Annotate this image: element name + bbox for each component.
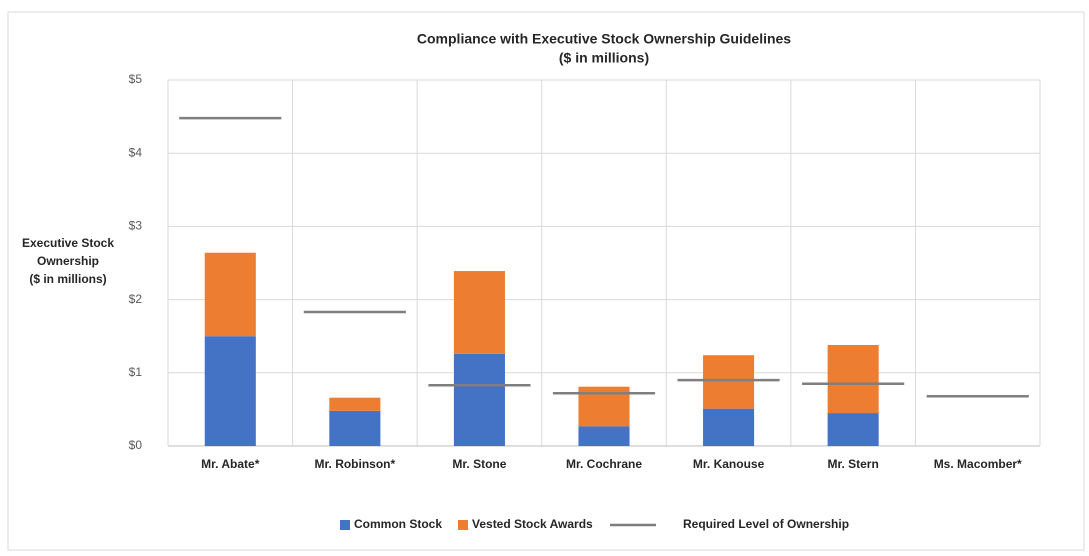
x-tick-label: Mr. Abate* bbox=[201, 457, 260, 471]
bar-segment bbox=[329, 397, 381, 411]
legend-swatch bbox=[340, 520, 350, 530]
x-tick-label: Mr. Robinson* bbox=[315, 457, 396, 471]
bar-segment bbox=[329, 410, 381, 446]
y-tick-label: $2 bbox=[129, 292, 143, 306]
y-axis-label: Executive Stock bbox=[22, 236, 114, 250]
y-tick-label: $4 bbox=[129, 145, 143, 159]
bar-segment bbox=[204, 336, 256, 446]
y-tick-label: $1 bbox=[129, 365, 143, 379]
x-tick-label: Mr. Stone bbox=[452, 457, 506, 471]
y-tick-label: $5 bbox=[129, 72, 143, 86]
bar-segment bbox=[453, 271, 505, 354]
x-tick-label: Mr. Kanouse bbox=[693, 457, 765, 471]
bar-segment bbox=[827, 413, 879, 446]
chart-title: Compliance with Executive Stock Ownershi… bbox=[417, 31, 791, 47]
legend-label: Common Stock bbox=[354, 517, 442, 531]
legend-swatch bbox=[458, 520, 468, 530]
y-tick-label: $3 bbox=[129, 219, 143, 233]
bar-segment bbox=[703, 355, 755, 409]
x-tick-label: Mr. Cochrane bbox=[566, 457, 642, 471]
bar-segment bbox=[578, 426, 630, 446]
legend-label: Required Level of Ownership bbox=[683, 517, 849, 531]
legend-label: Vested Stock Awards bbox=[472, 517, 593, 531]
chart-subtitle: ($ in millions) bbox=[559, 50, 649, 66]
x-tick-label: Ms. Macomber* bbox=[934, 457, 1022, 471]
y-tick-label: $0 bbox=[129, 438, 143, 452]
bar-segment bbox=[204, 252, 256, 337]
y-axis-label: Ownership bbox=[37, 254, 99, 268]
y-axis-label: ($ in millions) bbox=[29, 272, 106, 286]
bar-segment bbox=[827, 344, 879, 414]
bar-segment bbox=[453, 353, 505, 446]
bar-segment bbox=[703, 408, 755, 446]
x-tick-label: Mr. Stern bbox=[827, 457, 878, 471]
chart-frame bbox=[7, 11, 1085, 551]
